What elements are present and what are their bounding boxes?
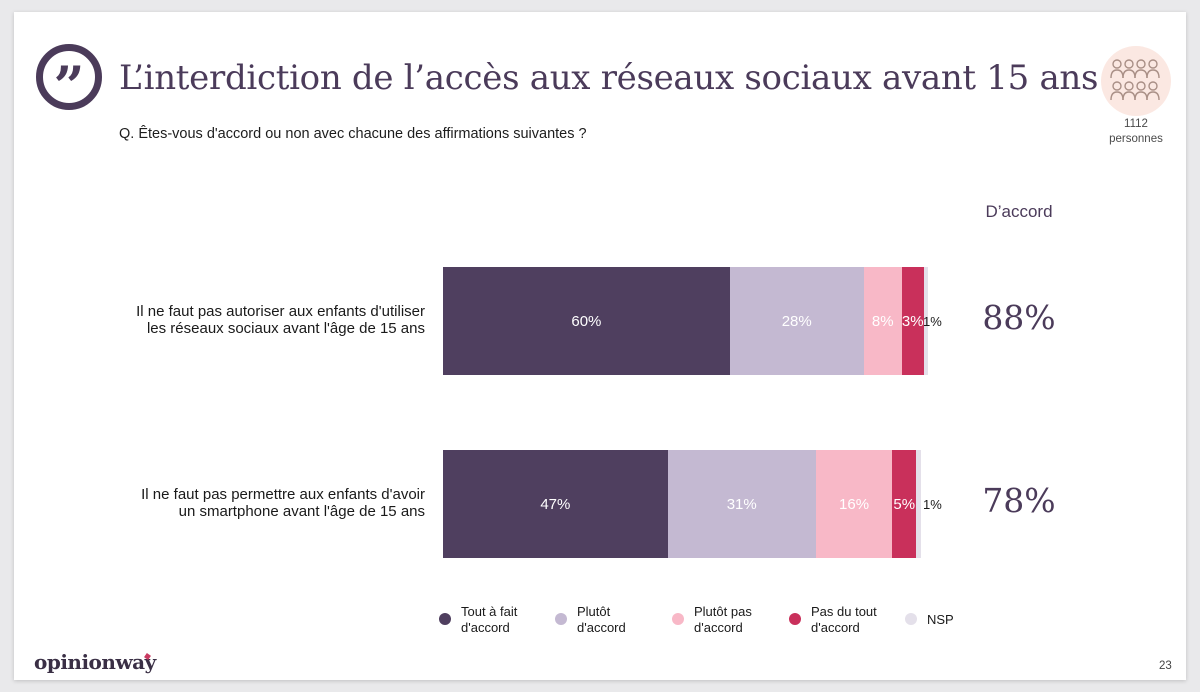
agree-total-1: 88% [982,298,1056,337]
row-label-1: Il ne faut pas autoriser aux enfants d'u… [136,303,425,337]
legend-swatch [439,613,451,625]
bar-value-label: 47% [540,495,571,513]
agree-column-header: D’accord [985,202,1053,221]
bar-value-label: 16% [839,495,870,513]
survey-question: Q. Êtes-vous d'accord ou non avec chacun… [119,126,587,142]
page-title: L’interdiction de l’accès aux réseaux so… [119,58,1099,98]
bar-value-label: 5% [893,495,916,513]
bar-value-label: 60% [571,312,602,330]
legend-swatch [555,613,567,625]
bar-value-label: 28% [781,312,812,330]
sample-size: 1112 [1124,118,1148,130]
bar-row-1: 60% 28% 8% 3% [443,267,929,375]
bar-row-2: 47% 31% 16% 5% [443,450,921,558]
agree-total-2: 78% [982,481,1056,520]
legend-item-plutot: Plutôt d'accord [555,604,672,636]
legend-swatch [789,613,801,625]
bar-segment-pas_du_tout: 3% [901,267,924,375]
bar-segment-nsp [916,450,921,558]
bar-value-label: 31% [726,495,757,513]
bar-segment-plutot_pas: 16% [815,450,893,558]
bar-segment-plutot: 31% [667,450,816,558]
bar-segment-tout_a_fait: 60% [443,267,730,375]
nsp-label-1: 1% [923,314,942,329]
bar-segment-nsp [923,267,929,375]
sample-unit: personnes [1109,133,1163,145]
bar-segment-pas_du_tout: 5% [892,450,917,558]
chart-legend: Tout à fait d'accord Plutôt d'accord Plutô… [439,604,999,644]
quote-icon: ” [36,44,102,113]
legend-item-tout-a-fait: Tout à fait d'accord [439,604,556,636]
row-label-2: Il ne faut pas permettre aux enfants d'a… [141,486,425,520]
legend-item-nsp: NSP [905,604,1022,628]
legend-item-plutot-pas: Plutôt pas d'accord [672,604,789,636]
legend-item-pas-du-tout: Pas du tout d'accord [789,604,906,636]
bar-segment-plutot: 28% [729,267,864,375]
nsp-label-2: 1% [923,497,942,512]
bar-segment-tout_a_fait: 47% [443,450,668,558]
people-icon [1101,46,1171,116]
page-number: 23 [1159,660,1172,672]
legend-swatch [672,613,684,625]
bar-segment-plutot_pas: 8% [863,267,902,375]
group-people-icon [1110,59,1160,101]
bar-value-label: 3% [901,312,924,330]
bar-value-label: 8% [871,312,894,330]
slide: ” L’interdiction de l’accès aux réseaux … [14,12,1186,680]
legend-swatch [905,613,917,625]
brand-logo: opinionway [34,650,156,674]
